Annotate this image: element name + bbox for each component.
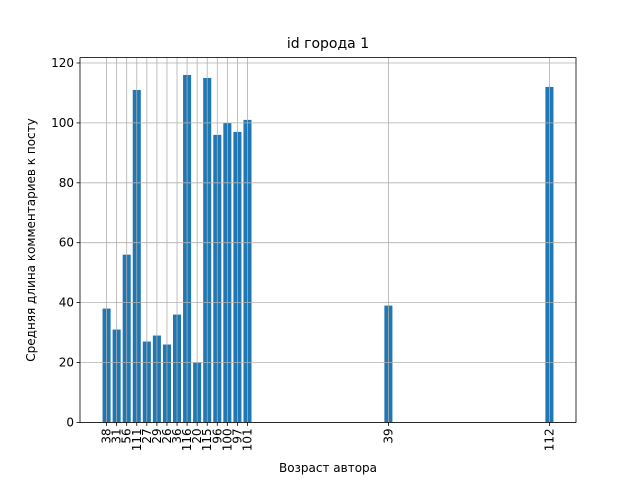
y-tick-label: 20 bbox=[59, 355, 74, 369]
x-tick-label: 111 bbox=[130, 428, 144, 451]
x-tick-label: 116 bbox=[180, 428, 194, 451]
x-axis-label: Возраст автора bbox=[279, 461, 377, 475]
x-tick-label: 27 bbox=[140, 428, 154, 443]
x-tick-label: 36 bbox=[170, 428, 184, 443]
x-tick-label: 31 bbox=[110, 428, 124, 443]
x-tick-label: 38 bbox=[100, 428, 114, 443]
y-tick-label: 40 bbox=[59, 296, 74, 310]
plot-frame bbox=[79, 57, 577, 423]
x-tick-label: 20 bbox=[190, 428, 204, 443]
y-axis-label: Средняя длина комментариев к посту bbox=[24, 118, 38, 361]
x-tick-label: 56 bbox=[120, 428, 134, 443]
x-tick-label: 112 bbox=[542, 428, 556, 451]
x-tick-label: 39 bbox=[381, 428, 395, 443]
x-tick-label: 26 bbox=[160, 428, 174, 443]
x-tick-label: 100 bbox=[220, 428, 234, 451]
chart-title: id города 1 bbox=[287, 36, 369, 52]
y-tick-label: 80 bbox=[59, 176, 74, 190]
x-tick-label: 115 bbox=[200, 428, 214, 451]
y-tick-label: 100 bbox=[51, 116, 74, 130]
x-tick-label: 97 bbox=[230, 428, 244, 443]
y-tick-label: 0 bbox=[66, 415, 74, 429]
x-tick-label: 101 bbox=[240, 428, 254, 451]
x-tick-label: 96 bbox=[210, 428, 224, 443]
y-tick-label: 120 bbox=[51, 56, 74, 70]
x-tick-label: 29 bbox=[150, 428, 164, 443]
y-tick-label: 60 bbox=[59, 236, 74, 250]
